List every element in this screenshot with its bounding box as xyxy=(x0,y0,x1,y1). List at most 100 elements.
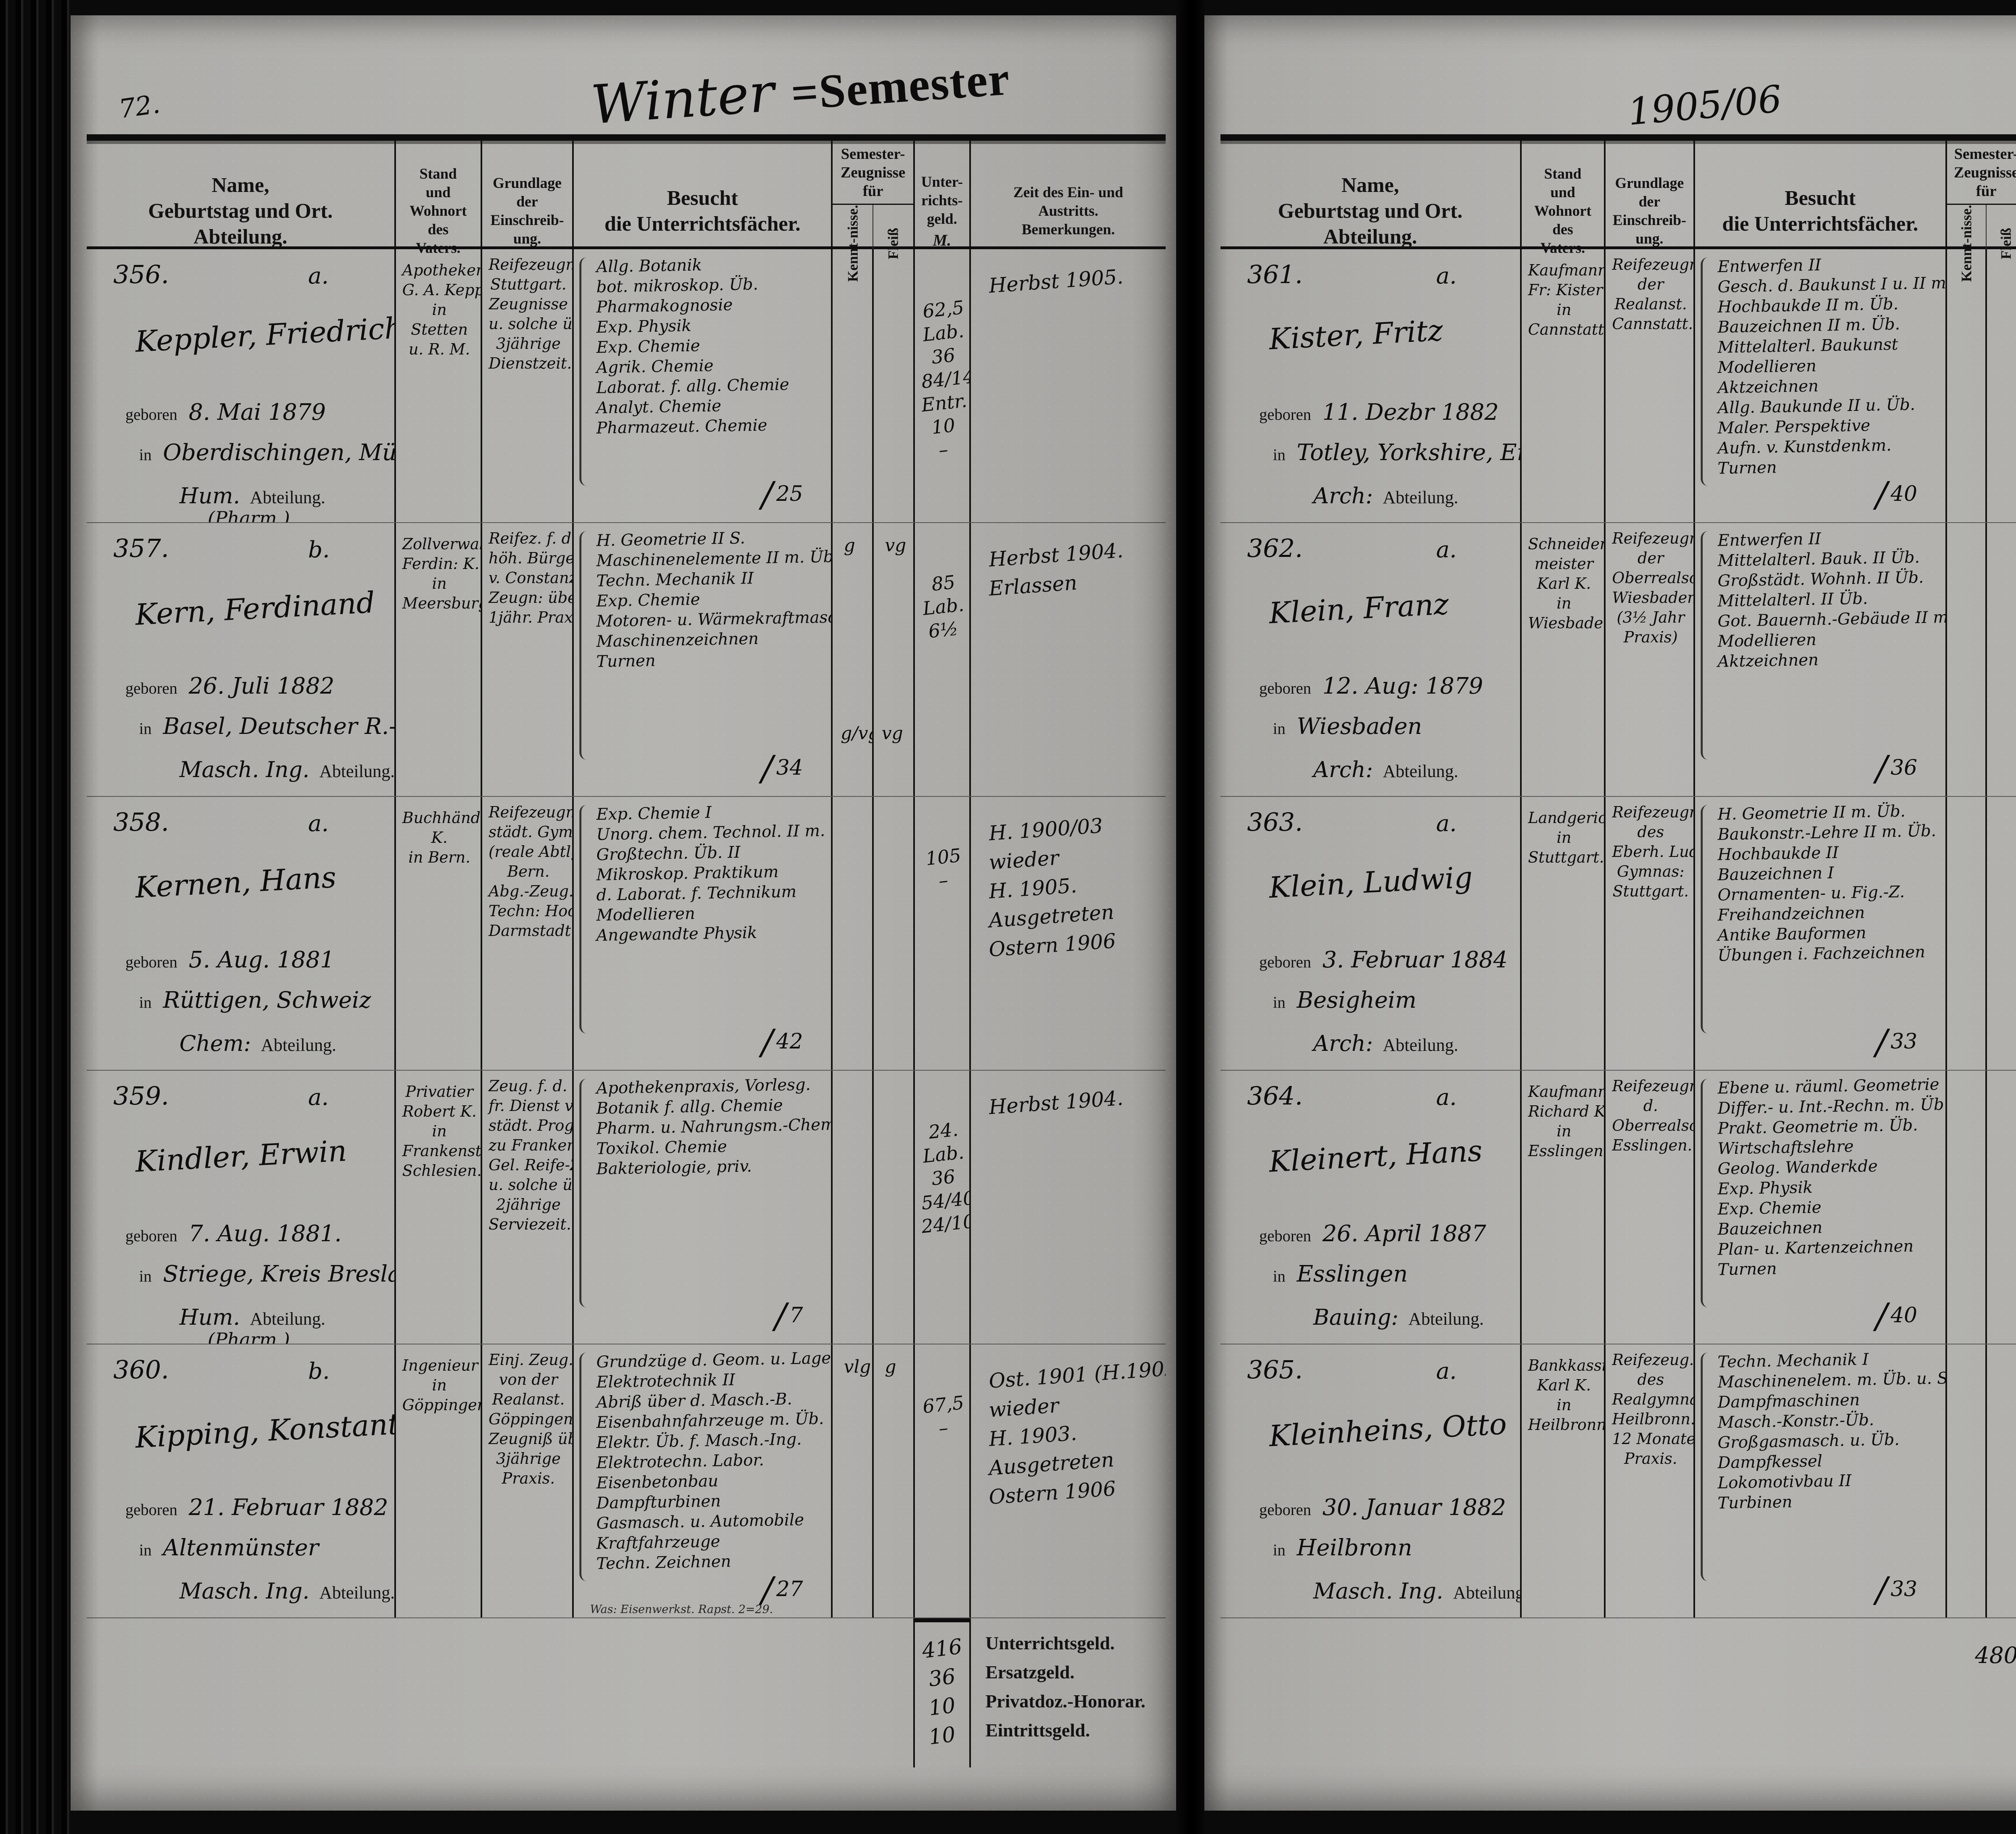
text-line: Aktzeichnen xyxy=(1717,650,1819,671)
ledger-table: Name, Geburtstag und Ort. Abteilung. Stand… xyxy=(87,134,1166,1799)
student-entry-row: 360. b. Kipping, Konstantin geboren 21. … xyxy=(87,1344,1166,1618)
text-line: Angewandte Physik xyxy=(596,923,758,945)
text-line: Unterrichtsgeld. xyxy=(985,1633,1115,1653)
birthdate-row: geboren 12. Aug: 1879 xyxy=(1259,673,1483,699)
entry-class-letter: a. xyxy=(1436,811,1457,837)
text-line: in xyxy=(432,1122,447,1140)
text-line: Herbst 1904. xyxy=(988,1086,1124,1119)
text-line: Praxis) xyxy=(1623,628,1678,646)
text-line: Reifezeugn. xyxy=(1612,256,1693,273)
birthdate: 21. Februar 1882 xyxy=(188,1494,388,1521)
student-name: Klein, Franz xyxy=(1268,587,1450,630)
birthdate-row: geboren 26. April 1887 xyxy=(1259,1221,1486,1247)
geboren-label: geboren xyxy=(125,953,177,971)
col-header-stand: Stand und Wohnort des Vaters. xyxy=(394,141,481,282)
abteilung-value: Masch. Ing. xyxy=(179,757,310,782)
zeit-bemerkungen-cell: Herbst 1905. xyxy=(969,249,1166,522)
subjects-cell: H. Geometrie II S. Maschinenelemente II m… xyxy=(572,523,831,796)
kenntnisse-cell xyxy=(1945,797,1985,1070)
student-name: Kindler, Erwin xyxy=(134,1134,348,1179)
fleiss-mark-2: vg xyxy=(881,723,903,744)
in-label: in xyxy=(139,719,152,738)
text-line: Meersburg. xyxy=(402,594,481,612)
abteilung-label: Abteilung. xyxy=(1408,1309,1484,1329)
text-line: – xyxy=(937,438,949,461)
fleiss-cell xyxy=(872,797,913,1070)
text-line: Ersatzgeld. xyxy=(985,1662,1075,1682)
semester-title-handwritten: Winter xyxy=(589,61,777,137)
name-cell: 356. a. Keppler, Friedrich geboren 8. Ma… xyxy=(87,249,394,522)
abteilung-label: Abteilung. xyxy=(319,1583,394,1603)
subjects-total: 40 xyxy=(1876,475,1917,515)
text-line: meister xyxy=(1534,555,1593,573)
kenntnisse-cell xyxy=(831,1071,872,1344)
grundlage-cell: Reifezeugn. d. Oberrealsch. Esslingen. xyxy=(1604,1071,1693,1344)
subjects-cell: Entwerfen II Gesch. d. Baukunst I u. II m… xyxy=(1693,249,1945,522)
birthdate-row: geboren 21. Februar 1882 xyxy=(125,1494,388,1521)
text-line: u. solche üb. xyxy=(488,315,573,333)
subjects-total: 33 xyxy=(1876,1022,1917,1063)
abteilung-row: Hum. Abteilung. xyxy=(179,1305,325,1330)
text-line: Oberrealsch. xyxy=(1612,1117,1693,1134)
text-line: Ingenieur xyxy=(402,1357,478,1374)
in-label: in xyxy=(1273,993,1286,1011)
text-line: K. xyxy=(431,829,448,846)
in-label: in xyxy=(139,993,152,1011)
abteilung-row: Arch: Abteilung. xyxy=(1313,757,1458,782)
subjects-list: Entwerfen II Gesch. d. Baukunst I u. II m… xyxy=(1717,255,1945,477)
in-label: in xyxy=(1273,1267,1286,1285)
student-name: Kister, Fritz xyxy=(1268,313,1444,356)
grundlage-cell: Reifez. f. d. höh. Bürgersch. v. Constanz.… xyxy=(480,523,572,796)
subjects-list: Grundzüge d. Geom. u. Lageszüge Elektrote… xyxy=(596,1348,831,1573)
birthdate-row: geboren 11. Dezbr 1882 xyxy=(1259,399,1499,425)
abteilung-value: Masch. Ing. xyxy=(1313,1578,1443,1604)
text-line: G. A. Keppler xyxy=(402,281,481,299)
abteilung-row: Arch: Abteilung. xyxy=(1313,483,1458,509)
table-header-row: Name, Geburtstag und Ort. Abteilung. Stand… xyxy=(87,141,1166,282)
student-entry-row: 361. a. Kister, Fritz geboren 11. Dezbr … xyxy=(1220,249,2016,523)
zeit-bemerkungen-cell: Herbst 1904. Erlassen xyxy=(969,523,1166,796)
student-name: Kipping, Konstantin xyxy=(134,1405,394,1455)
abteilung-value: Arch: xyxy=(1313,757,1373,782)
text-line: Gymnas: xyxy=(1617,863,1685,880)
text-line: Cannstatt. xyxy=(1528,321,1604,338)
entry-class-letter: b. xyxy=(308,1358,330,1384)
text-line: Realanst. xyxy=(492,1390,565,1408)
student-entry-row: 357. b. Kern, Ferdinand geboren 26. Juli… xyxy=(87,523,1166,797)
text-line: 6½ xyxy=(927,617,959,642)
text-line: Unter- xyxy=(921,174,963,191)
text-line: 2jährige xyxy=(496,1196,561,1213)
text-line: Apotheker xyxy=(402,261,481,279)
col-header-name: Name, Geburtstag und Ort. Abteilung. xyxy=(87,141,394,282)
geboren-label: geboren xyxy=(125,405,177,423)
birthplace: Wiesbaden xyxy=(1297,713,1422,740)
text-line: Karl K. xyxy=(1537,1376,1591,1394)
text-line: Karl K. xyxy=(1537,575,1591,592)
text-line: städt. Progymn. xyxy=(488,1117,573,1134)
kenntnisse-cell: g g/vg xyxy=(831,523,872,796)
text-line: Privatier xyxy=(405,1083,473,1100)
grundlage-cell: Reifezeugnis Stuttgart. Zeugnisse u. solche… xyxy=(480,249,573,522)
birthdate-row: geboren 26. Juli 1882 xyxy=(125,673,334,699)
abteilung-value: Arch: xyxy=(1313,1031,1373,1056)
text-line: 10 xyxy=(927,1722,957,1750)
geboren-label: geboren xyxy=(125,1227,177,1245)
text-line: Stand xyxy=(1544,166,1582,183)
text-line: städt. Gymn. xyxy=(488,823,573,841)
text-line: Übungen i. Fachzeichnen xyxy=(1717,942,1925,965)
text-line: Bakteriologie, priv. xyxy=(596,1157,752,1178)
birthdate-row: geboren 5. Aug. 1881 xyxy=(125,947,335,973)
entry-class-letter: a. xyxy=(1436,537,1457,563)
brace-mark xyxy=(1700,1353,1709,1581)
text-line: v. Constanz. xyxy=(488,569,572,587)
entry-class-letter: a. xyxy=(1436,263,1457,289)
birthdate: 11. Dezbr 1882 xyxy=(1322,399,1499,425)
subjects-list: Exp. Chemie I Unorg. chem. Technol. II m.… xyxy=(596,802,831,945)
birthplace-row: in Esslingen xyxy=(1273,1261,1408,1287)
text-line: Zeugnisse xyxy=(489,295,568,313)
subjects-total: 27 xyxy=(761,1570,803,1610)
text-line: Reifezeugn. xyxy=(1612,529,1693,547)
geboren-label: geboren xyxy=(125,1501,177,1519)
subjects-list: Entwerfen II Mittelalterl. Bauk. II Üb. Gr… xyxy=(1717,529,1945,671)
